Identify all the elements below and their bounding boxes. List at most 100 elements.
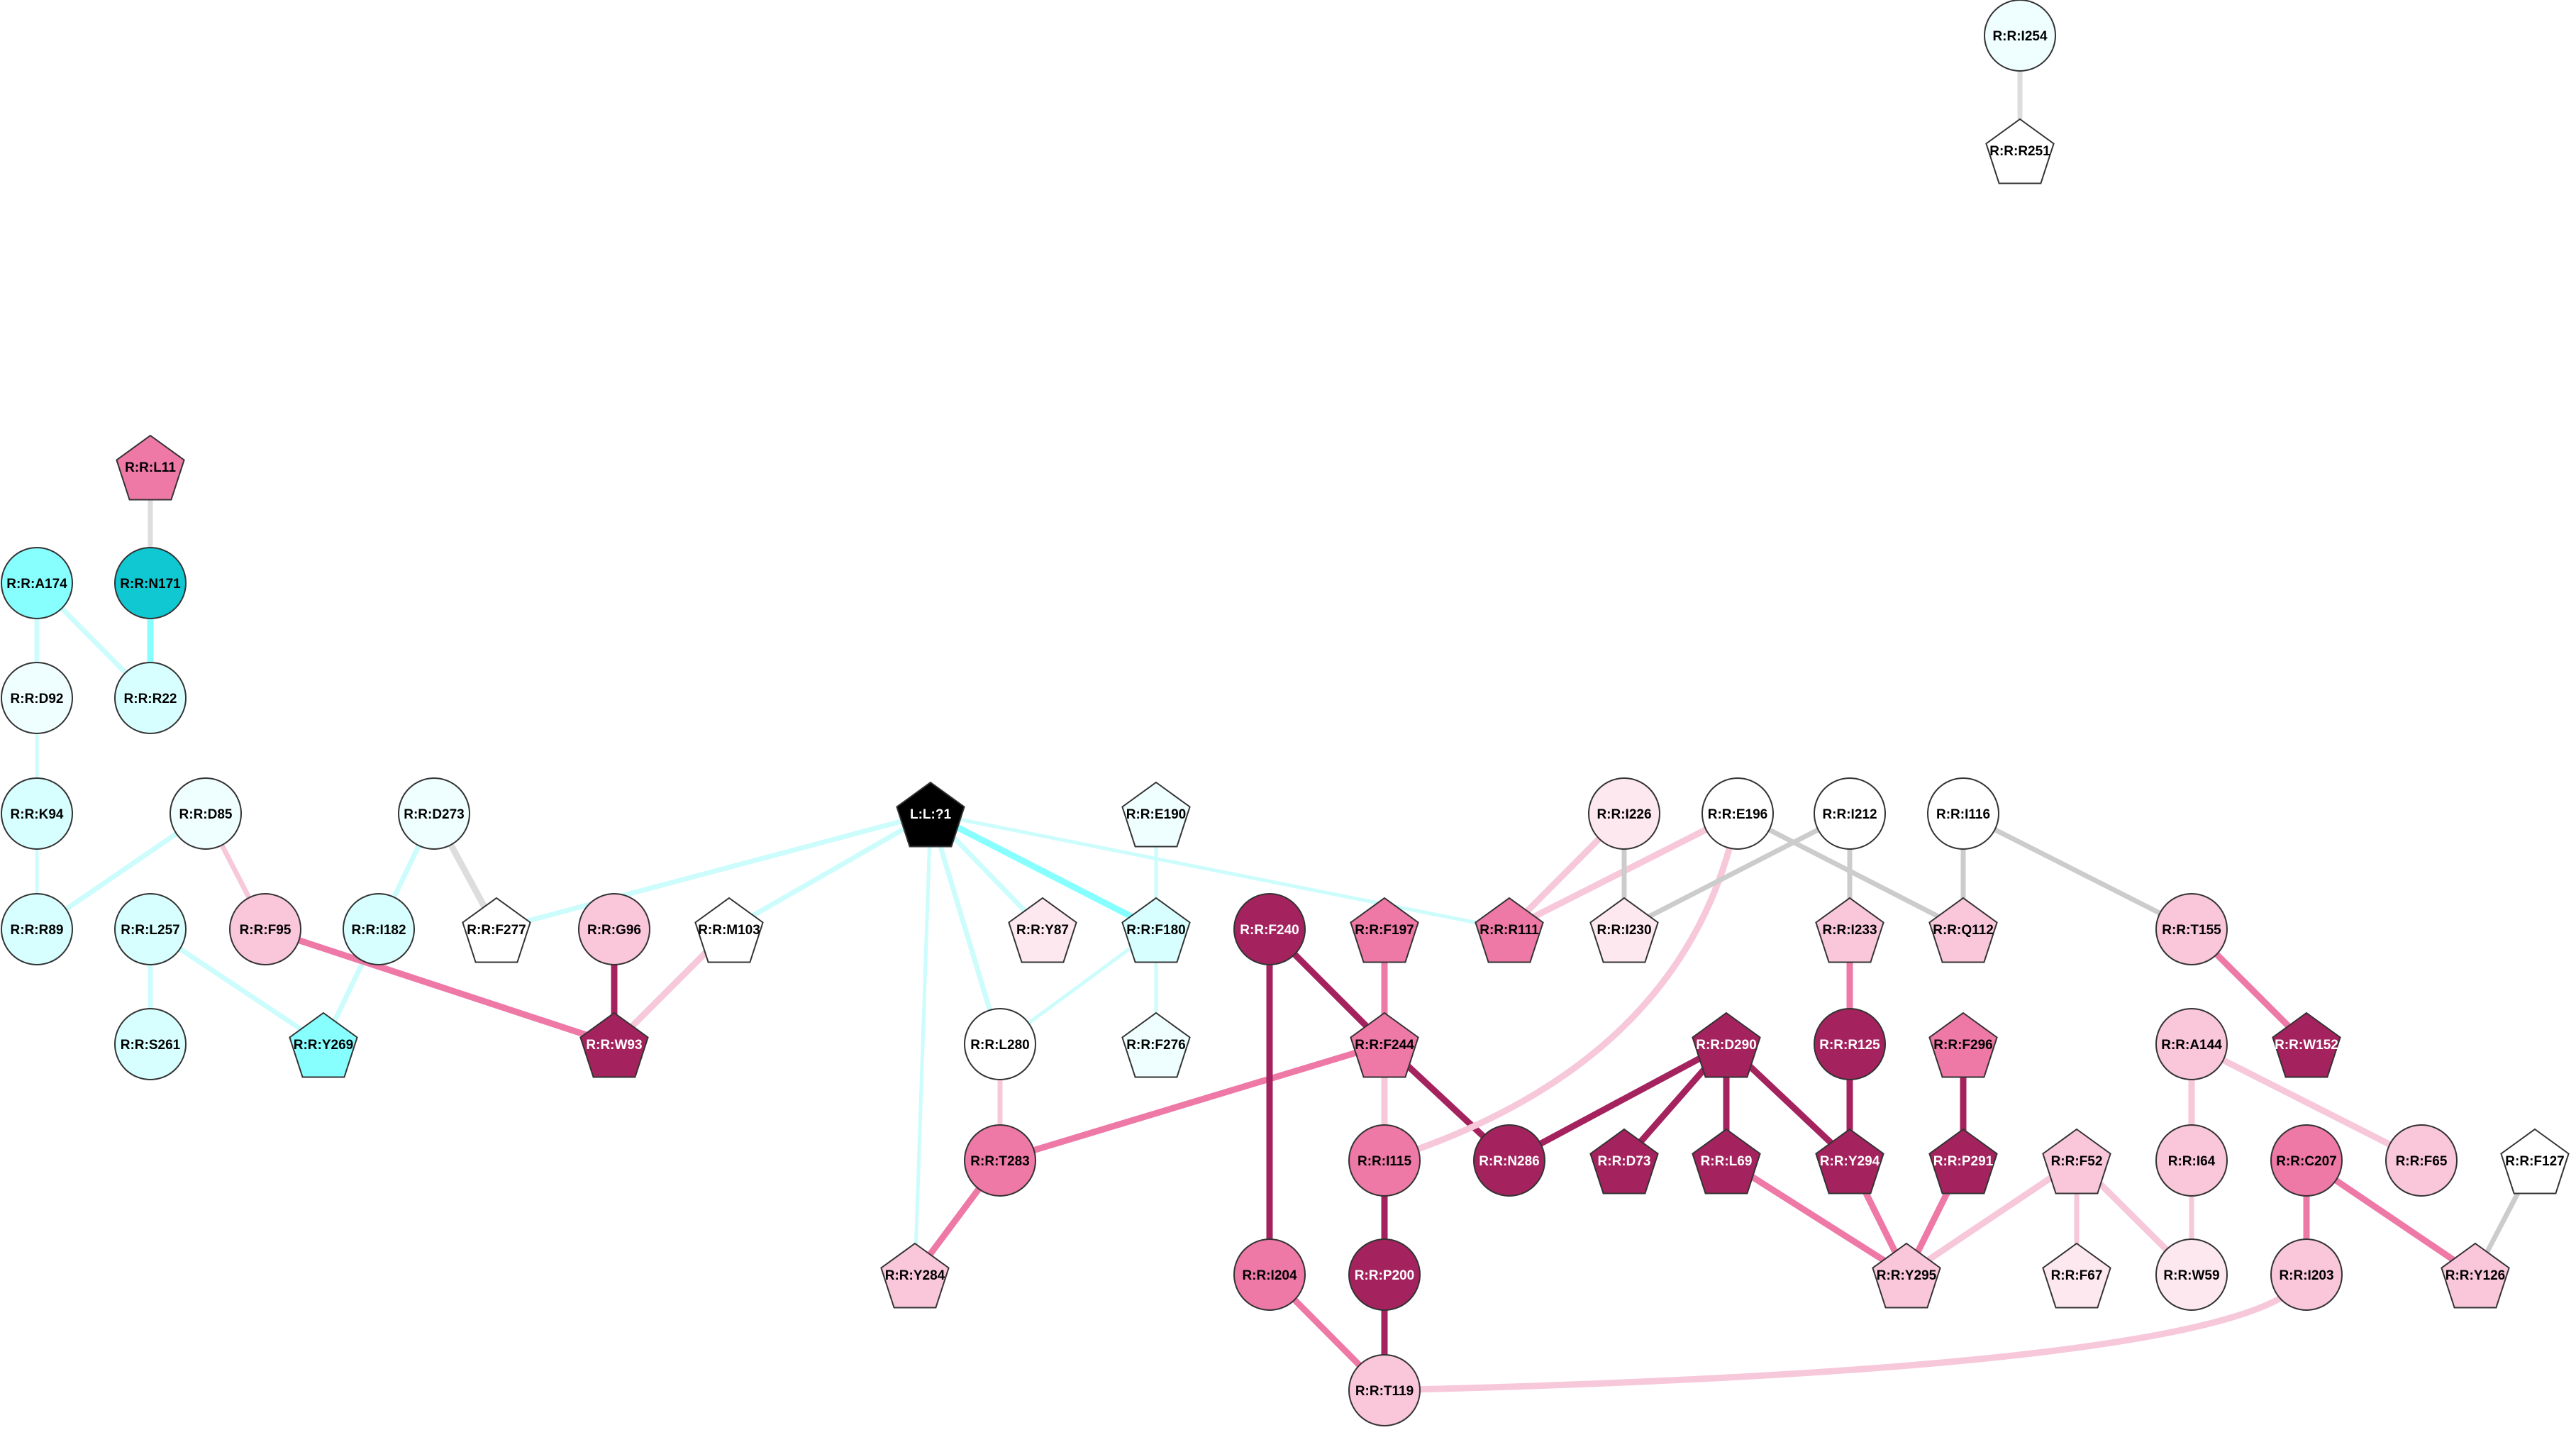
node-r-r-d85[interactable]: R:R:D85 xyxy=(170,777,242,850)
node-r-r-m103[interactable]: R:R:M103 xyxy=(694,897,764,963)
node-r-r-f197[interactable]: R:R:F197 xyxy=(1350,897,1419,963)
node-r-r-g96[interactable]: R:R:G96 xyxy=(578,893,650,965)
node-label: R:R:R111 xyxy=(1479,923,1539,938)
node-r-r-w93[interactable]: R:R:W93 xyxy=(579,1011,649,1078)
node-pentagon-shape xyxy=(1589,1128,1659,1195)
node-r-r-f67[interactable]: R:R:F67 xyxy=(2042,1242,2111,1309)
node-label: R:R:Y87 xyxy=(1016,923,1069,938)
node-label: R:R:D85 xyxy=(179,807,233,822)
node-pentagon-shape xyxy=(1008,897,1077,963)
node-r-r-l11[interactable]: R:R:L11 xyxy=(116,434,185,501)
node-r-r-c207[interactable]: R:R:C207 xyxy=(2270,1124,2343,1197)
node-label: R:R:F180 xyxy=(1126,923,1185,938)
node-r-r-y87[interactable]: R:R:Y87 xyxy=(1008,897,1077,963)
node-r-r-t283[interactable]: R:R:T283 xyxy=(964,1124,1036,1197)
node-label: R:R:M103 xyxy=(698,923,760,938)
node-r-r-t119[interactable]: R:R:T119 xyxy=(1348,1354,1421,1426)
node-r-r-i233[interactable]: R:R:I233 xyxy=(1815,897,1884,963)
node-r-r-k94[interactable]: R:R:K94 xyxy=(1,777,73,850)
node-r-r-w152[interactable]: R:R:W152 xyxy=(2272,1011,2341,1078)
node-r-r-i204[interactable]: R:R:I204 xyxy=(1233,1238,1306,1311)
node-r-r-i230[interactable]: R:R:I230 xyxy=(1589,897,1659,963)
node-r-r-d73[interactable]: R:R:D73 xyxy=(1589,1128,1659,1195)
node-r-r-f276[interactable]: R:R:F276 xyxy=(1121,1011,1191,1078)
node-circle-shape xyxy=(114,893,187,965)
node-label: R:R:I226 xyxy=(1597,807,1651,822)
node-pentagon-shape xyxy=(2441,1242,2510,1309)
node-r-r-d290[interactable]: R:R:D290 xyxy=(1692,1011,1761,1078)
node-circle-shape xyxy=(114,547,187,619)
node-r-r-n286[interactable]: R:R:N286 xyxy=(1473,1124,1545,1197)
node-r-r-f240[interactable]: R:R:F240 xyxy=(1233,893,1306,965)
edge-l-l-1-to-r-r-f180 xyxy=(927,810,1160,933)
node-pentagon-shape xyxy=(1692,1128,1761,1195)
node-pentagon-shape xyxy=(1350,897,1419,963)
node-r-r-i182[interactable]: R:R:I182 xyxy=(343,893,415,965)
node-label: R:R:K94 xyxy=(11,807,64,822)
node-label: R:R:W59 xyxy=(2163,1268,2219,1283)
node-r-r-y284[interactable]: R:R:Y284 xyxy=(880,1242,950,1309)
node-label: R:R:C207 xyxy=(2276,1154,2337,1169)
node-r-r-a174[interactable]: R:R:A174 xyxy=(1,547,73,619)
node-r-r-y126[interactable]: R:R:Y126 xyxy=(2441,1242,2510,1309)
node-circle-shape xyxy=(1814,1008,1886,1080)
node-label: R:R:F52 xyxy=(2051,1154,2103,1169)
node-r-r-p291[interactable]: R:R:P291 xyxy=(1928,1128,1998,1195)
node-r-r-f277[interactable]: R:R:F277 xyxy=(462,897,531,963)
node-r-r-i64[interactable]: R:R:I64 xyxy=(2155,1124,2228,1197)
node-label: R:R:W152 xyxy=(2275,1038,2338,1053)
node-r-r-f65[interactable]: R:R:F65 xyxy=(2385,1124,2458,1197)
node-label: R:R:I182 xyxy=(351,923,406,938)
node-label: R:R:Y295 xyxy=(1877,1268,1937,1283)
edge-l-l-1-to-r-r-f277 xyxy=(494,811,933,932)
node-r-r-l257[interactable]: R:R:L257 xyxy=(114,893,187,965)
node-r-r-q112[interactable]: R:R:Q112 xyxy=(1928,897,1998,963)
node-r-r-s261[interactable]: R:R:S261 xyxy=(114,1008,187,1080)
node-circle-shape xyxy=(1,893,73,965)
node-r-r-r89[interactable]: R:R:R89 xyxy=(1,893,73,965)
node-r-r-n171[interactable]: R:R:N171 xyxy=(114,547,187,619)
node-label: R:R:Y126 xyxy=(2445,1268,2505,1283)
node-r-r-y295[interactable]: R:R:Y295 xyxy=(1872,1242,1941,1309)
node-label: R:R:N286 xyxy=(1479,1154,1540,1169)
node-r-r-f296[interactable]: R:R:F296 xyxy=(1928,1011,1998,1078)
node-r-r-f127[interactable]: R:R:F127 xyxy=(2500,1128,2570,1195)
node-r-r-r111[interactable]: R:R:R111 xyxy=(1475,897,1544,963)
node-r-r-d273[interactable]: R:R:D273 xyxy=(398,777,470,850)
node-r-r-f180[interactable]: R:R:F180 xyxy=(1121,897,1191,963)
node-r-r-f95[interactable]: R:R:F95 xyxy=(229,893,301,965)
node-r-r-y294[interactable]: R:R:Y294 xyxy=(1815,1128,1884,1195)
node-label: R:R:L11 xyxy=(125,460,176,475)
node-label: R:R:A144 xyxy=(2161,1038,2222,1053)
node-r-r-l69[interactable]: R:R:L69 xyxy=(1692,1128,1761,1195)
node-pentagon-shape xyxy=(1121,1011,1191,1078)
node-r-r-f52[interactable]: R:R:F52 xyxy=(2042,1128,2111,1195)
node-l-l-1[interactable]: L:L:?1 xyxy=(896,781,965,848)
node-r-r-a144[interactable]: R:R:A144 xyxy=(2155,1008,2228,1080)
node-pentagon-shape xyxy=(2042,1128,2111,1195)
node-r-r-r251[interactable]: R:R:R251 xyxy=(1985,118,2055,184)
node-circle-shape xyxy=(343,893,415,965)
node-r-r-i116[interactable]: R:R:I116 xyxy=(1927,777,1999,850)
node-pentagon-shape xyxy=(1928,1011,1998,1078)
node-r-r-l280[interactable]: R:R:L280 xyxy=(964,1008,1036,1080)
node-r-r-p200[interactable]: R:R:P200 xyxy=(1348,1238,1421,1311)
edge-l-l-1-to-r-r-y284 xyxy=(913,811,933,1277)
node-r-r-f244[interactable]: R:R:F244 xyxy=(1350,1011,1419,1078)
node-r-r-w59[interactable]: R:R:W59 xyxy=(2155,1238,2228,1311)
node-r-r-r125[interactable]: R:R:R125 xyxy=(1814,1008,1886,1080)
node-r-r-d92[interactable]: R:R:D92 xyxy=(1,662,73,734)
node-r-r-i212[interactable]: R:R:I212 xyxy=(1814,777,1886,850)
node-r-r-i203[interactable]: R:R:I203 xyxy=(2270,1238,2343,1311)
node-circle-shape xyxy=(2270,1238,2343,1311)
node-r-r-i254[interactable]: R:R:I254 xyxy=(1984,0,2056,72)
node-r-r-r22[interactable]: R:R:R22 xyxy=(114,662,187,734)
node-label: R:R:F197 xyxy=(1355,923,1414,938)
node-r-r-i115[interactable]: R:R:I115 xyxy=(1348,1124,1421,1197)
node-label: R:R:R125 xyxy=(1819,1038,1880,1053)
node-r-r-e196[interactable]: R:R:E196 xyxy=(1701,777,1774,850)
node-r-r-y269[interactable]: R:R:Y269 xyxy=(289,1011,358,1078)
node-r-r-e190[interactable]: R:R:E190 xyxy=(1121,781,1191,848)
node-r-r-t155[interactable]: R:R:T155 xyxy=(2155,893,2228,965)
node-r-r-i226[interactable]: R:R:I226 xyxy=(1588,777,1660,850)
